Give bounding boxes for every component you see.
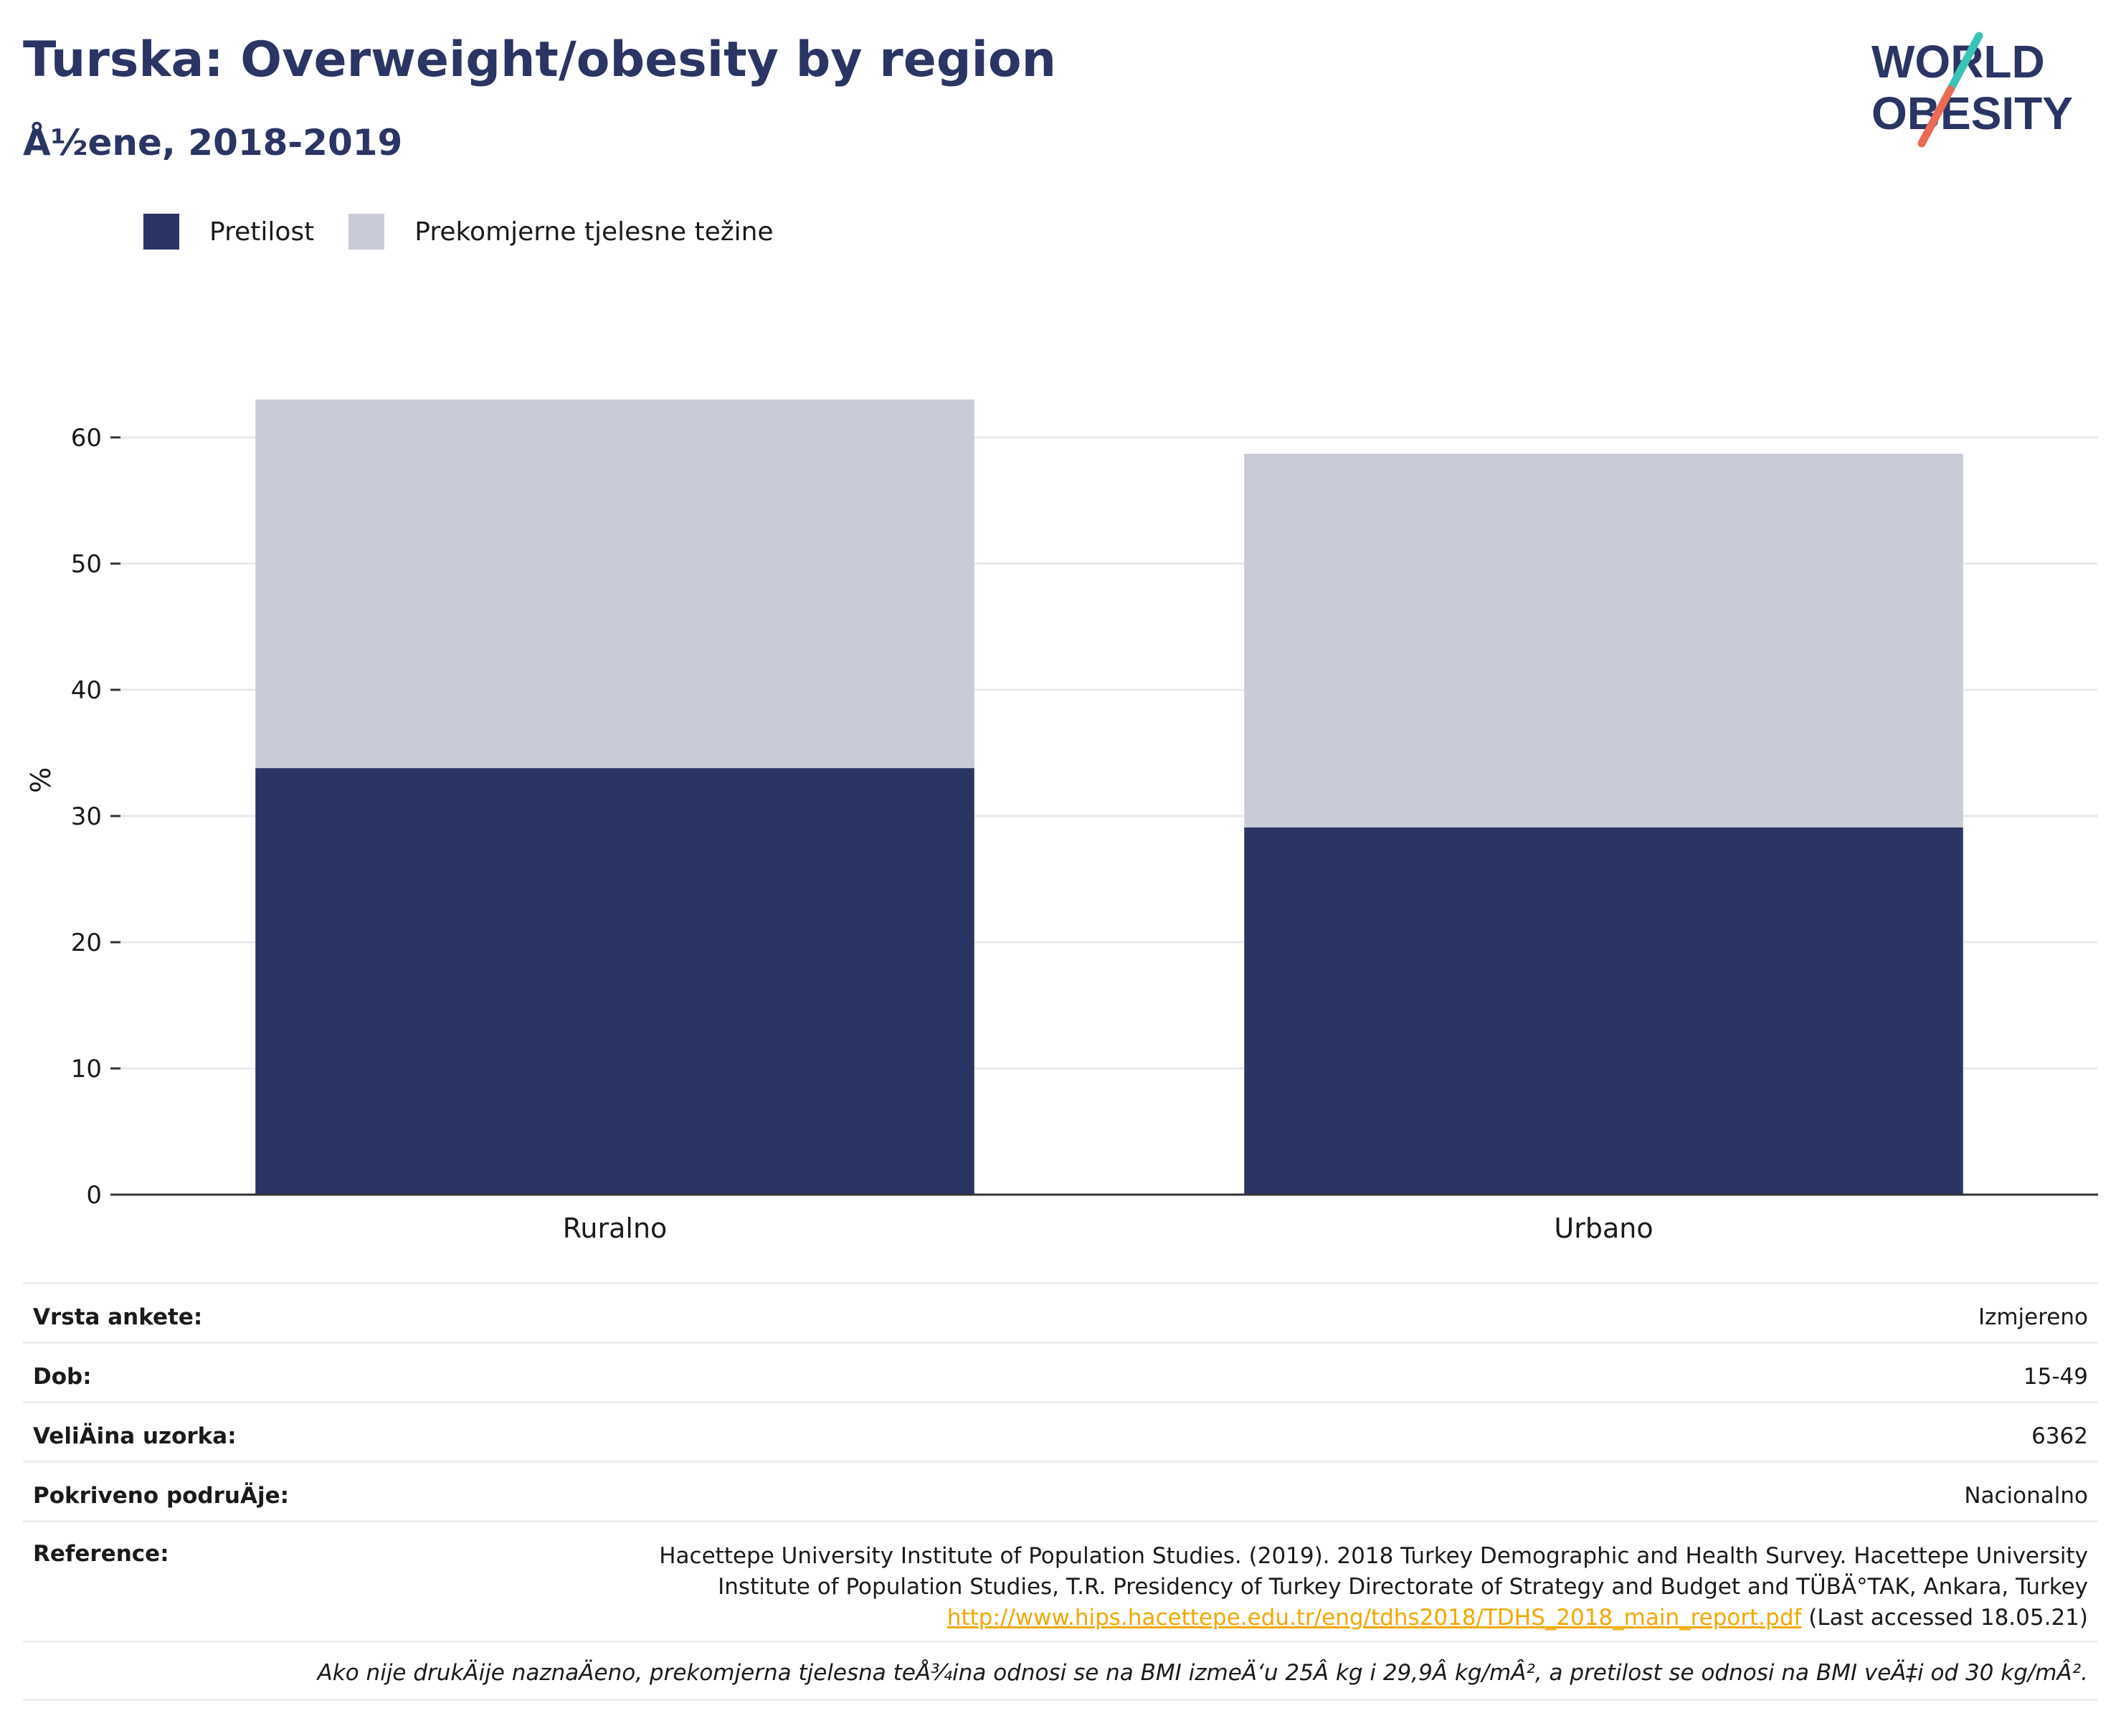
info-row-sample-size: VeliÄina uzorka: 6362 <box>23 1401 2098 1461</box>
y-tick-label: 30 <box>71 802 102 831</box>
x-category-label: Ruralno <box>563 1213 668 1244</box>
info-row-reference: Reference: Hacettepe University Institut… <box>23 1520 2098 1641</box>
info-value: 6362 <box>2031 1423 2088 1449</box>
logo-line2: OBESITY <box>1871 87 2073 139</box>
chart-title: Turska: Overweight/obesity by region <box>23 32 1056 88</box>
y-tick-label: 10 <box>71 1055 102 1083</box>
x-category-label: Urbano <box>1554 1213 1653 1244</box>
chart-subtitle: Å½ene, 2018-2019 <box>23 122 402 163</box>
info-table: Vrsta ankete: Izmjereno Dob: 15-49 VeliÄ… <box>23 1282 2098 1701</box>
legend-swatch-overweight <box>348 214 384 250</box>
legend-item-obesity[interactable]: Pretilost <box>143 214 314 250</box>
info-row-note: Ako nije drukÄije naznaÄeno, prekomjer… <box>23 1641 2098 1701</box>
legend-swatch-obesity <box>143 214 179 250</box>
bar-overweight <box>1244 454 1963 827</box>
reference-link[interactable]: http://www.hips.hacettepe.edu.tr/eng/tdh… <box>947 1605 1802 1631</box>
y-tick-label: 0 <box>86 1181 102 1210</box>
reference-line-3: http://www.hips.hacettepe.edu.tr/eng/tdh… <box>659 1603 2088 1633</box>
world-obesity-logo: WORLD OBESITY <box>1864 22 2101 151</box>
legend-label-obesity: Pretilost <box>209 217 314 247</box>
definition-note: Ako nije drukÄije naznaÄeno, prekomjer… <box>318 1660 2088 1686</box>
y-tick-label: 40 <box>71 676 102 705</box>
info-row-coverage: Pokriveno podruÄje: Nacionalno <box>23 1461 2098 1520</box>
info-value: 15-49 <box>2023 1364 2088 1390</box>
reference-line-2: Institute of Population Studies, T.R. Pr… <box>659 1572 2088 1603</box>
y-tick-label: 60 <box>71 424 102 452</box>
reference-accessed: (Last accessed 18.05.21) <box>1801 1605 2088 1631</box>
info-key: Vrsta ankete: <box>33 1304 202 1330</box>
y-tick-label: 20 <box>71 929 102 957</box>
bar-obesity <box>1244 827 1963 1195</box>
info-key: Reference: <box>33 1541 169 1567</box>
info-row-survey-type: Vrsta ankete: Izmjereno <box>23 1282 2098 1342</box>
info-key: VeliÄina uzorka: <box>33 1423 237 1449</box>
info-value: Nacionalno <box>1964 1483 2088 1509</box>
info-row-age: Dob: 15-49 <box>23 1342 2098 1401</box>
stacked-bar-chart: 0 10 20 30 40 50 60 Ruralno Urbano % <box>0 344 2121 1248</box>
y-axis-title: % <box>25 767 57 793</box>
reference-text: Hacettepe University Institute of Popula… <box>659 1541 2088 1633</box>
bar-overweight <box>255 399 974 768</box>
legend-label-overweight: Prekomjerne tjelesne težine <box>414 217 773 247</box>
info-value: Izmjereno <box>1978 1304 2088 1330</box>
info-key: Pokriveno podruÄje: <box>33 1483 289 1509</box>
reference-line-1: Hacettepe University Institute of Popula… <box>659 1541 2088 1572</box>
legend: Pretilost Prekomjerne tjelesne težine <box>143 214 808 250</box>
info-key: Dob: <box>33 1364 92 1390</box>
legend-item-overweight[interactable]: Prekomjerne tjelesne težine <box>348 214 773 250</box>
bar-obesity <box>255 768 974 1195</box>
y-tick-label: 50 <box>71 550 102 579</box>
bar-layer <box>255 399 1963 1195</box>
